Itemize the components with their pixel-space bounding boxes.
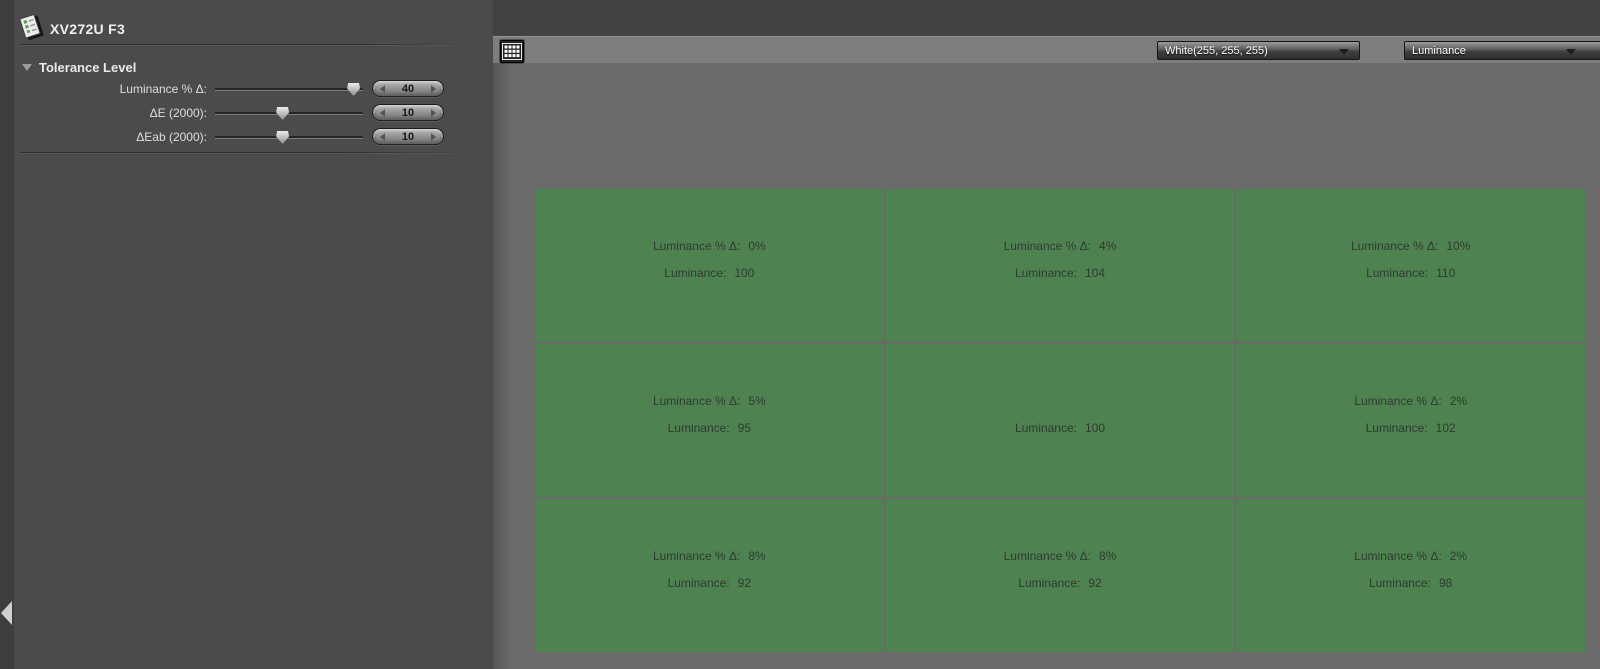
luminance-value: 110 (1436, 266, 1456, 280)
divider (20, 44, 452, 45)
luminance-value: 92 (737, 576, 752, 590)
grid-cell-bottom-right: Luminance % Δ: 2% Luminance: 98 (1236, 499, 1585, 652)
delta-e-slider-thumb[interactable] (276, 107, 290, 120)
increment-arrow-icon[interactable] (431, 108, 436, 117)
stepper-value: 10 (401, 106, 415, 119)
divider (20, 152, 452, 153)
grid-view-icon (502, 43, 522, 60)
luminance-value: 100 (734, 266, 755, 280)
luminance-label: Luminance: (1018, 576, 1081, 590)
luminance-value: 95 (737, 421, 752, 435)
delta-e-slider-track[interactable] (215, 107, 363, 120)
delta-value: 10% (1446, 239, 1471, 253)
report-checklist-icon (19, 14, 44, 41)
delta-value: 8% (1099, 549, 1117, 563)
luminance-label: Luminance: (667, 576, 730, 590)
grid-cell-middle-left: Luminance % Δ: 5% Luminance: 95 (535, 344, 884, 497)
delta-value: 5% (748, 394, 766, 408)
delta-label: Luminance % Δ: (652, 549, 741, 563)
sidebar-left-strip (0, 0, 14, 669)
slider-row-delta-eab: ΔEab (2000): 10 (0, 128, 460, 145)
increment-arrow-icon[interactable] (431, 84, 436, 93)
delta-eab-slider-track[interactable] (215, 131, 363, 144)
settings-sidebar: XV272U F3 Tolerance Level Luminance % Δ:… (0, 0, 493, 669)
delta-value: 0% (748, 239, 766, 253)
delta-label: Luminance % Δ: (1350, 239, 1439, 253)
delta-value: 8% (748, 549, 766, 563)
slider-row-delta-e: ΔE (2000): 10 (0, 104, 460, 121)
slider-label: ΔEab (2000): (136, 130, 207, 144)
decrement-arrow-icon[interactable] (380, 108, 385, 117)
luminance-delta-stepper[interactable]: 40 (372, 80, 444, 97)
grid-cell-top-right: Luminance % Δ: 10% Luminance: 110 (1236, 189, 1585, 342)
luminance-label: Luminance: (667, 421, 730, 435)
luminance-delta-slider-thumb[interactable] (347, 83, 361, 96)
uniformity-view: White(255, 255, 255) Luminance Luminance… (493, 0, 1600, 669)
luminance-value: 98 (1439, 576, 1453, 590)
section-tolerance-level[interactable]: Tolerance Level (22, 59, 136, 75)
decrement-arrow-icon[interactable] (380, 132, 385, 141)
luminance-label: Luminance: (1014, 266, 1077, 280)
luminance-value: 104 (1084, 266, 1106, 280)
luminance-delta-slider-track[interactable] (215, 83, 363, 96)
chevron-down-icon (1566, 49, 1576, 55)
delta-label: Luminance % Δ: (1354, 394, 1442, 408)
delta-eab-stepper[interactable]: 10 (372, 128, 444, 145)
delta-value: 2% (1449, 549, 1468, 563)
section-title: Tolerance Level (39, 59, 137, 75)
luminance-label: Luminance: (1366, 266, 1429, 280)
grid-cell-middle-right: Luminance % Δ: 2% Luminance: 102 (1236, 344, 1585, 497)
top-strip (493, 0, 1600, 36)
delta-value: 4% (1099, 239, 1117, 253)
luminance-label: Luminance: (1365, 421, 1428, 435)
grid-cell-center: Luminance: 100 (885, 344, 1235, 497)
luminance-value: 100 (1085, 421, 1106, 435)
delta-eab-slider-thumb[interactable] (276, 131, 290, 144)
slider-label: ΔE (2000): (149, 106, 207, 120)
slider-row-luminance-delta: Luminance % Δ: 40 (0, 80, 460, 97)
grid-cell-top-center: Luminance % Δ: 4% Luminance: 104 (885, 189, 1235, 342)
delta-label: Luminance % Δ: (1003, 239, 1092, 253)
chevron-down-icon (1339, 49, 1349, 55)
pattern-dropdown[interactable]: White(255, 255, 255) (1157, 41, 1360, 60)
triangle-left-icon[interactable] (1, 601, 12, 625)
mode-dropdown[interactable]: Luminance (1404, 41, 1600, 60)
luminance-value: 92 (1088, 576, 1102, 590)
luminance-label: Luminance: (1014, 421, 1077, 435)
decrement-arrow-icon[interactable] (380, 84, 385, 93)
stepper-value: 10 (401, 130, 415, 143)
increment-arrow-icon[interactable] (431, 132, 436, 141)
page-title: XV272U F3 (50, 21, 126, 37)
delta-value: 2% (1449, 394, 1468, 408)
delta-e-stepper[interactable]: 10 (372, 104, 444, 121)
uniformity-grid: Luminance % Δ: 0% Luminance: 100 Luminance… (535, 189, 1585, 652)
panel-shadow (493, 63, 511, 669)
grid-cell-top-left: Luminance % Δ: 0% Luminance: 100 (535, 189, 884, 342)
delta-label: Luminance % Δ: (652, 239, 741, 253)
grid-cell-bottom-center: Luminance % Δ: 8% Luminance: 92 (885, 499, 1235, 652)
slider-label: Luminance % Δ: (119, 82, 207, 96)
pattern-dropdown-value: White(255, 255, 255) (1165, 45, 1268, 57)
delta-label: Luminance % Δ: (1354, 549, 1442, 563)
stepper-value: 40 (401, 82, 415, 95)
grid-view-button[interactable] (499, 39, 525, 64)
triangle-down-icon (22, 63, 32, 71)
delta-label: Luminance % Δ: (1003, 549, 1092, 563)
luminance-label: Luminance: (664, 266, 727, 280)
grid-cell-bottom-left: Luminance % Δ: 8% Luminance: 92 (535, 499, 884, 652)
delta-label: Luminance % Δ: (652, 394, 741, 408)
mode-dropdown-value: Luminance (1412, 45, 1466, 57)
luminance-label: Luminance: (1368, 576, 1431, 590)
luminance-value: 102 (1435, 421, 1456, 435)
